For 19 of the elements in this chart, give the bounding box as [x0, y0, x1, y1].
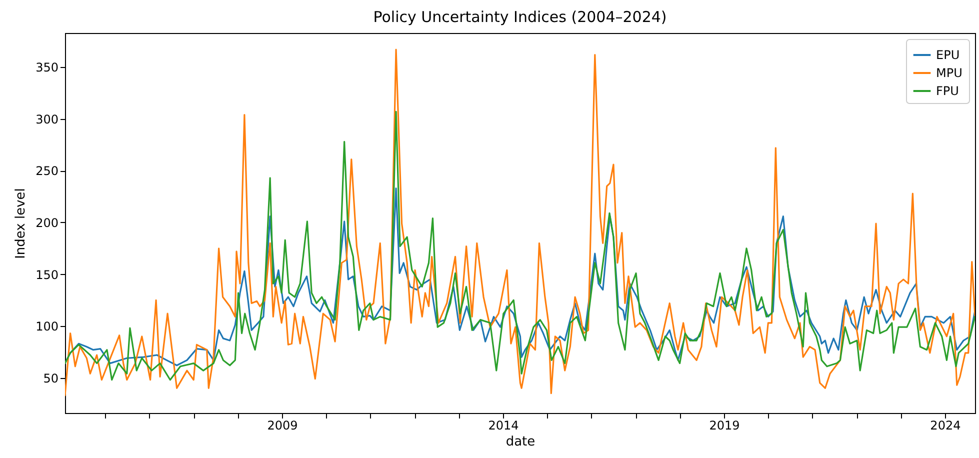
x-tick-label: 2024: [930, 418, 961, 432]
y-axis-title: Index level: [14, 188, 29, 259]
y-tick-label: 150: [36, 268, 58, 282]
legend-label: FPU: [936, 84, 959, 98]
line-series: [65, 110, 975, 381]
legend-label: EPU: [936, 48, 960, 62]
legend-label: MPU: [936, 66, 962, 80]
x-tick-label: 2009: [267, 418, 298, 432]
y-tick-label: 350: [36, 60, 58, 75]
y-tick-label: 250: [36, 164, 58, 178]
y-tick-label: 200: [36, 216, 58, 230]
y-tick-label: 100: [36, 320, 58, 334]
x-axis-title: date: [506, 434, 536, 450]
line-series: [65, 48, 975, 396]
x-tick-label: 2014: [488, 418, 519, 432]
x-tick-label: 2019: [709, 418, 740, 432]
chart-title: Policy Uncertainty Indices (2004–2024): [373, 8, 667, 26]
y-tick-label: 50: [43, 371, 58, 386]
y-tick-label: 300: [36, 112, 58, 126]
